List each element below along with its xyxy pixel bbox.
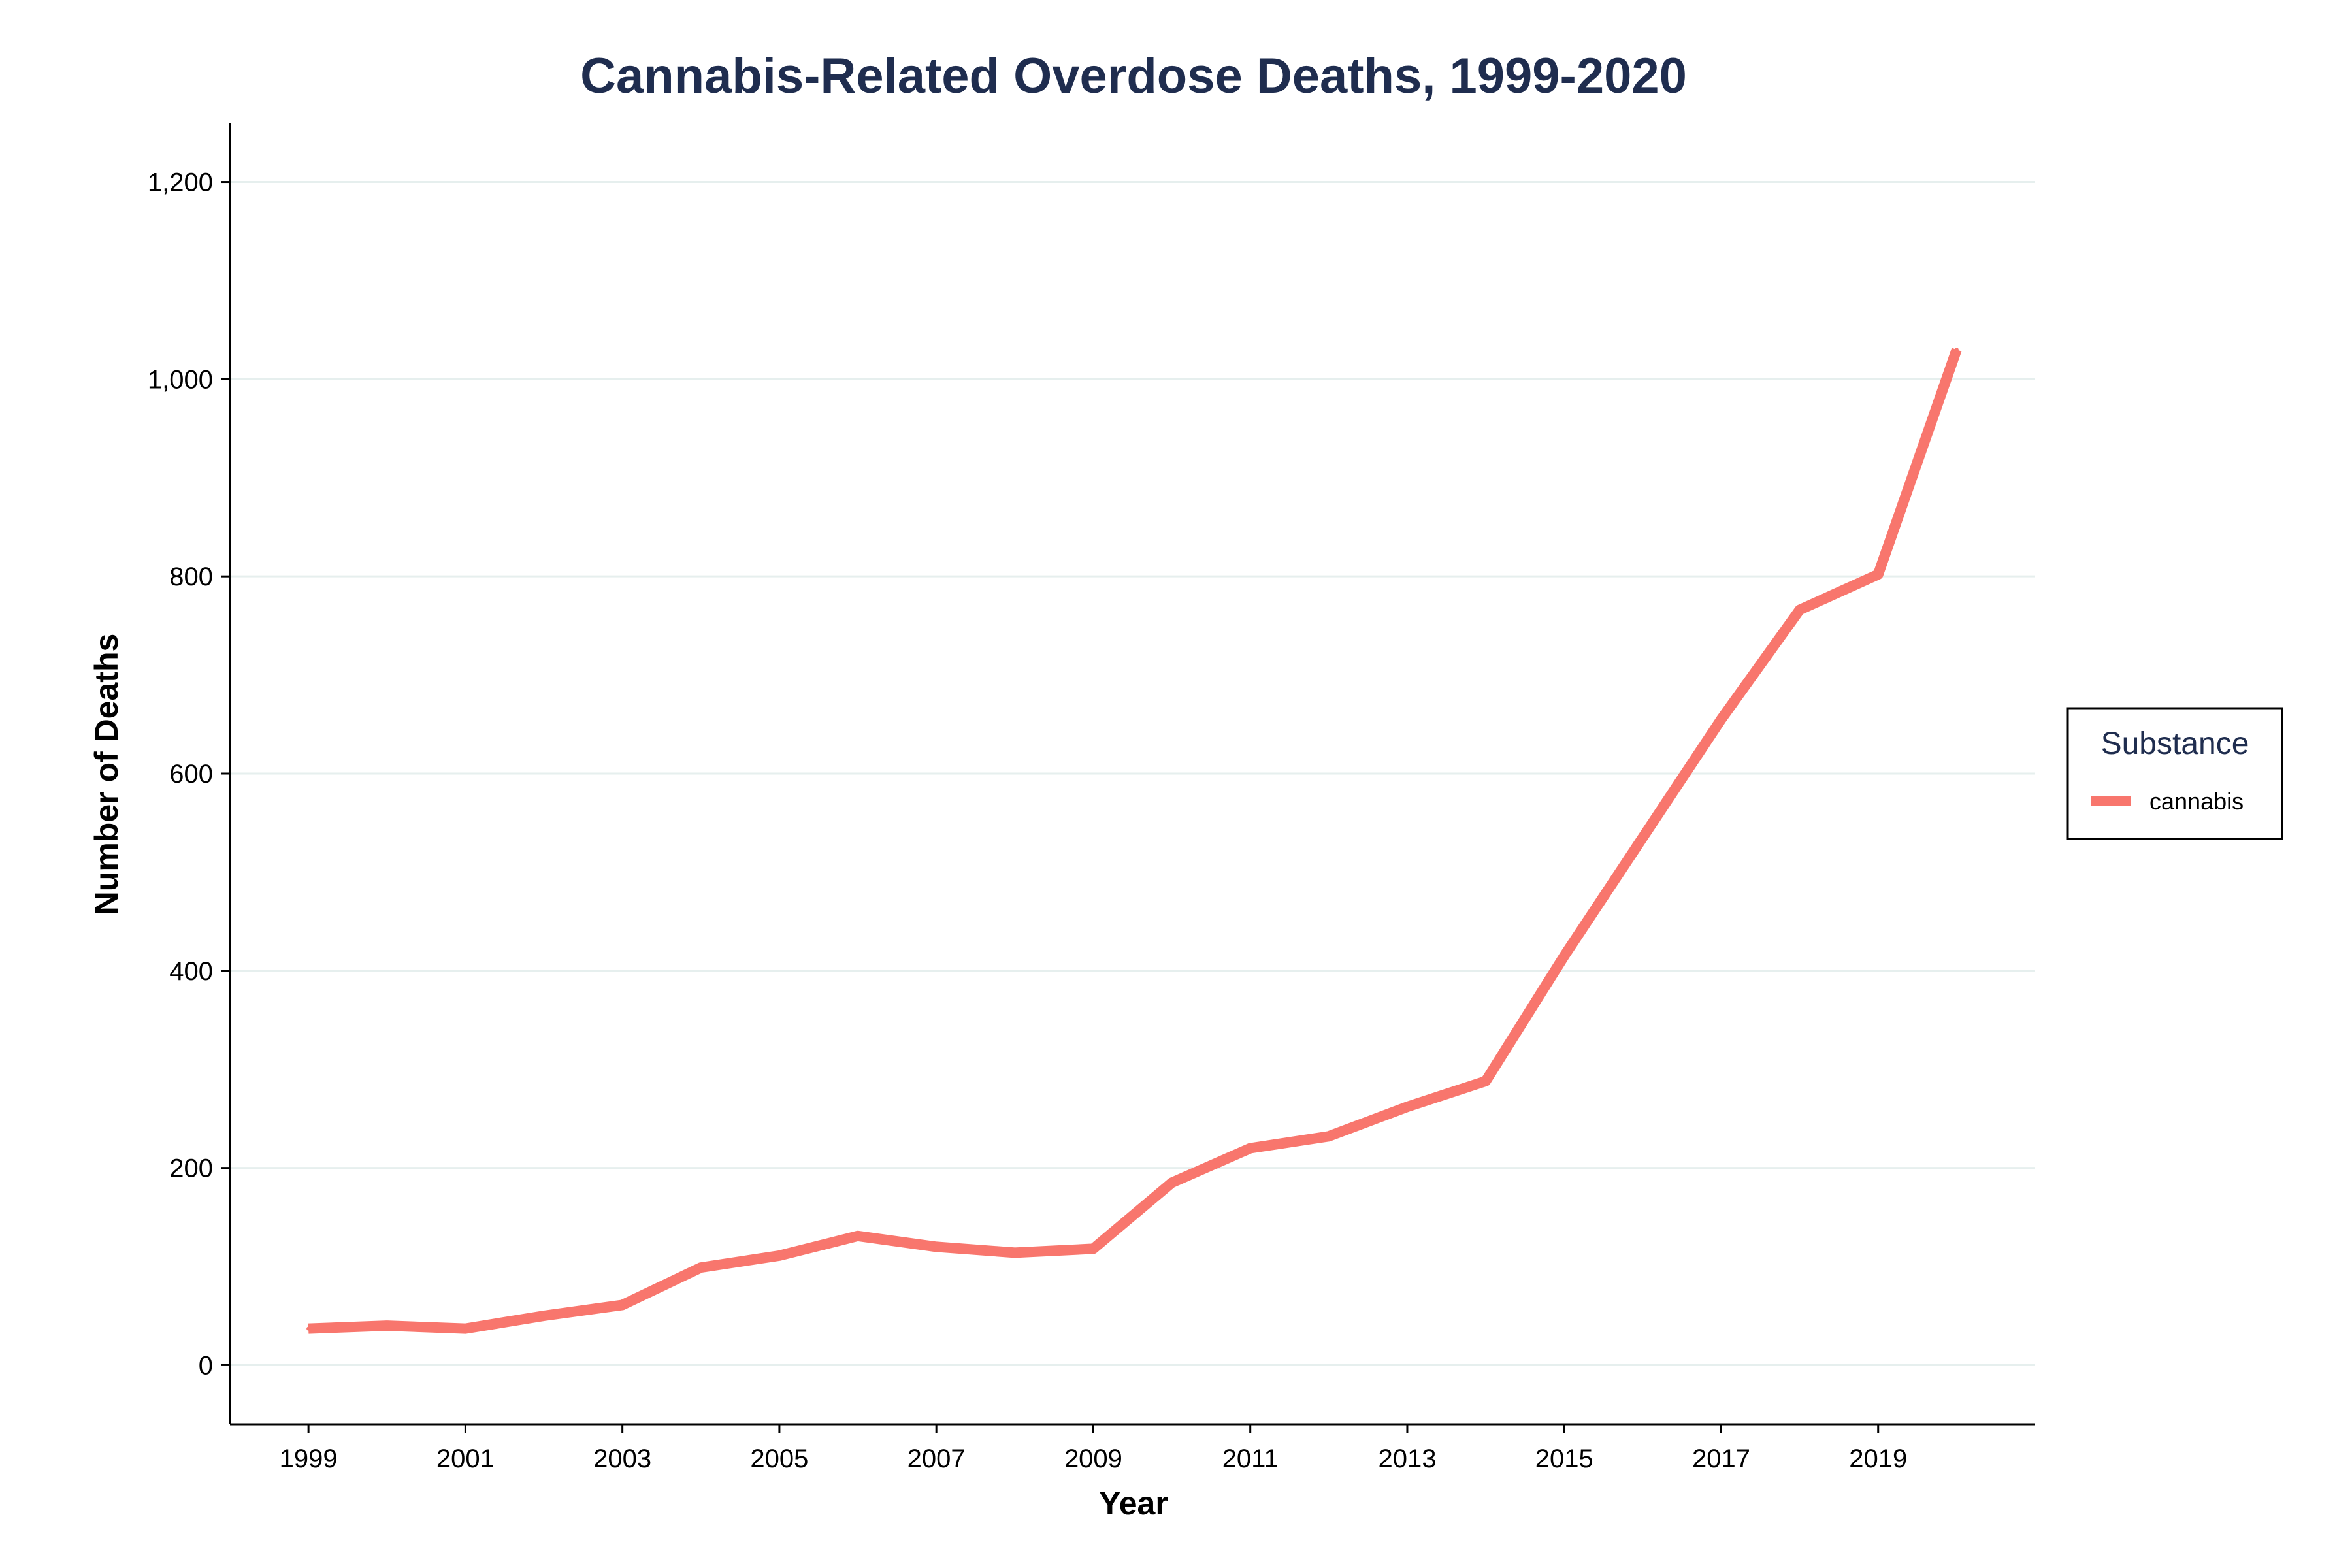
x-tick-label: 2019 (1849, 1445, 1907, 1473)
y-tick-label: 1,000 (148, 365, 213, 394)
y-tick-label: 0 (199, 1351, 213, 1380)
grid-lines (230, 181, 2035, 1366)
data-point (934, 1245, 939, 1249)
x-tick-label: 2015 (1535, 1445, 1593, 1473)
data-point (1091, 1247, 1096, 1251)
y-tick-label: 800 (169, 563, 213, 591)
x-axis-title: Year (1099, 1485, 1168, 1522)
data-point (385, 1324, 389, 1328)
y-tick-label: 1,200 (148, 169, 213, 197)
data-point (1013, 1250, 1017, 1255)
y-axis-ticks: 0 200 400 600 800 1,000 1,200 (148, 169, 230, 1380)
x-tick-label: 2005 (750, 1445, 808, 1473)
data-point (1484, 1079, 1488, 1083)
legend: Substance cannabis (2066, 707, 2283, 840)
y-tick-label: 200 (169, 1154, 213, 1183)
x-axis-ticks: 1999 2001 2003 2005 2007 2009 2011 2013 2015 2017… (280, 1424, 1907, 1473)
data-point (856, 1233, 860, 1238)
legend-box (2066, 707, 2283, 840)
data-point (1797, 608, 1802, 612)
data-point (1876, 572, 1880, 577)
data-point (1719, 717, 1723, 721)
chart-title: Cannabis-Related Overdose Deaths, 1999-2… (580, 48, 1687, 104)
data-point (777, 1253, 781, 1258)
x-tick-label: 2011 (1222, 1445, 1279, 1473)
data-point (698, 1266, 703, 1270)
data-point (1405, 1105, 1409, 1109)
data-point (1326, 1134, 1331, 1139)
x-tick-label: 2017 (1692, 1445, 1750, 1473)
x-tick-label: 1999 (280, 1445, 338, 1473)
data-point (1562, 954, 1567, 958)
x-tick-label: 2001 (436, 1445, 495, 1473)
x-tick-label: 2007 (907, 1445, 966, 1473)
data-point (620, 1303, 625, 1307)
x-tick-label: 2009 (1064, 1445, 1122, 1473)
x-tick-label: 2013 (1378, 1445, 1436, 1473)
y-tick-label: 400 (169, 957, 213, 986)
data-point (1954, 348, 1959, 352)
data-point (542, 1314, 546, 1318)
legend-items: cannabis (2091, 788, 2244, 815)
y-tick-label: 600 (169, 760, 213, 789)
x-tick-label: 2003 (593, 1445, 651, 1473)
y-axis-title: Number of Deaths (88, 634, 125, 915)
data-point (1641, 836, 1645, 840)
series-group (306, 348, 1962, 1334)
series-line-cannabis (308, 348, 1962, 1334)
legend-title: Substance (2101, 727, 2249, 761)
data-point (463, 1326, 468, 1331)
legend-label: cannabis (2149, 788, 2244, 815)
data-point (1248, 1146, 1252, 1151)
data-point (1169, 1181, 1174, 1185)
data-point (306, 1326, 311, 1331)
